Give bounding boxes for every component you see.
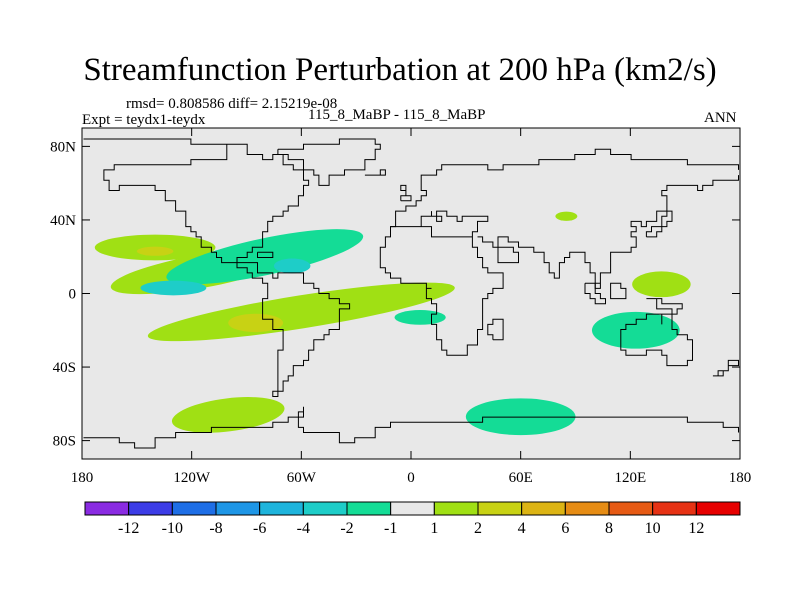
anomaly-region-8 bbox=[394, 310, 446, 325]
colorbar-box bbox=[215, 501, 261, 516]
coastline-3 bbox=[379, 210, 504, 356]
chart-title: Streamfunction Perturbation at 200 hPa (… bbox=[83, 52, 717, 88]
x-tick-label: 180 bbox=[729, 470, 752, 486]
x-tick-label: 120W bbox=[173, 470, 211, 486]
axes: 180 120W 60W 0 60E 120E 180 80N 40N 0 40S 80S bbox=[50, 128, 751, 486]
y-tick-label: 0 bbox=[69, 287, 77, 303]
colorbar-box bbox=[390, 501, 435, 516]
coastline-4 bbox=[477, 175, 739, 289]
coastline-9 bbox=[584, 282, 606, 305]
colorbar-label: 1 bbox=[430, 520, 438, 537]
y-tick-label: 40N bbox=[50, 213, 76, 229]
coastline-7 bbox=[83, 406, 739, 449]
coastline-6 bbox=[487, 318, 504, 341]
anomaly-region-11 bbox=[632, 271, 691, 298]
coastline-0 bbox=[83, 138, 351, 397]
coastline-2 bbox=[390, 148, 739, 228]
colorbar-box bbox=[652, 501, 697, 516]
colorbar-label: -8 bbox=[209, 520, 222, 537]
anomaly-region-9 bbox=[171, 397, 285, 433]
y-tick-label: 80N bbox=[50, 139, 76, 155]
colorbar-label: 2 bbox=[474, 520, 482, 537]
colorbar-label: 6 bbox=[561, 520, 569, 537]
anomaly-region-12 bbox=[591, 311, 680, 349]
colorbar-label: -6 bbox=[253, 520, 266, 537]
anomaly-region-1 bbox=[136, 246, 174, 256]
colorbar-label: 4 bbox=[518, 520, 526, 537]
y-tick-label: 40S bbox=[53, 360, 76, 376]
colorbar-box bbox=[477, 501, 523, 516]
coastline-1 bbox=[277, 138, 381, 186]
anomaly-region-3 bbox=[166, 229, 364, 285]
experiment-text: Expt = teydx1-teydx bbox=[82, 112, 206, 128]
coastline-15 bbox=[257, 251, 274, 258]
colorbar-box bbox=[84, 501, 130, 516]
colorbar-label: 8 bbox=[605, 520, 613, 537]
colorbar-label: 10 bbox=[645, 520, 661, 537]
coastline-14 bbox=[712, 359, 739, 377]
colorbar-box bbox=[302, 501, 348, 516]
anomaly-region-10 bbox=[555, 211, 578, 221]
coastlines bbox=[83, 138, 739, 449]
anomaly-region-7 bbox=[228, 313, 284, 333]
anomaly-contours bbox=[94, 211, 691, 436]
x-tick-label: 180 bbox=[71, 470, 94, 486]
coastline-10 bbox=[610, 282, 627, 300]
colorbar-label: -2 bbox=[340, 520, 353, 537]
x-tick-label: 60E bbox=[509, 470, 533, 486]
x-tick-label: 0 bbox=[407, 470, 415, 486]
colorbar-label: -1 bbox=[384, 520, 397, 537]
colorbar-label: -4 bbox=[297, 520, 310, 537]
colorbar-label: 12 bbox=[688, 520, 704, 537]
anomaly-region-4 bbox=[140, 280, 207, 296]
anomaly-region-6 bbox=[147, 282, 455, 342]
colorbar-box bbox=[695, 501, 741, 516]
coastline-12 bbox=[400, 184, 412, 202]
coastline-5 bbox=[620, 313, 693, 367]
colorbar-box bbox=[259, 501, 304, 516]
y-tick-label: 80S bbox=[53, 434, 76, 450]
stats-text: rmsd= 0.808586 diff= 2.15219e-08 bbox=[126, 96, 338, 112]
coastline-11 bbox=[645, 210, 673, 238]
season-text: ANN bbox=[704, 110, 737, 126]
colorbar-box bbox=[171, 501, 217, 516]
colorbar-box bbox=[346, 501, 392, 516]
coastline-8 bbox=[646, 298, 683, 315]
coastline-13 bbox=[364, 169, 386, 176]
anomaly-region-5 bbox=[273, 258, 311, 274]
colorbar-box bbox=[433, 501, 479, 516]
colorbar-label: -10 bbox=[162, 520, 183, 537]
x-tick-label: 120E bbox=[614, 470, 646, 486]
colorbar-box bbox=[564, 501, 610, 516]
colorbar-label: -12 bbox=[118, 520, 139, 537]
x-tick-label: 60W bbox=[287, 470, 317, 486]
colorbar-box bbox=[128, 501, 173, 516]
colorbar-box bbox=[608, 501, 654, 516]
colorbar: -12 -10 -8 -6 -4 -2 -1 1 2 4 6 8 10 12 bbox=[84, 501, 741, 537]
colorbar-box bbox=[521, 501, 566, 516]
case-text: 115_8_MaBP - 115_8_MaBP bbox=[308, 107, 486, 123]
